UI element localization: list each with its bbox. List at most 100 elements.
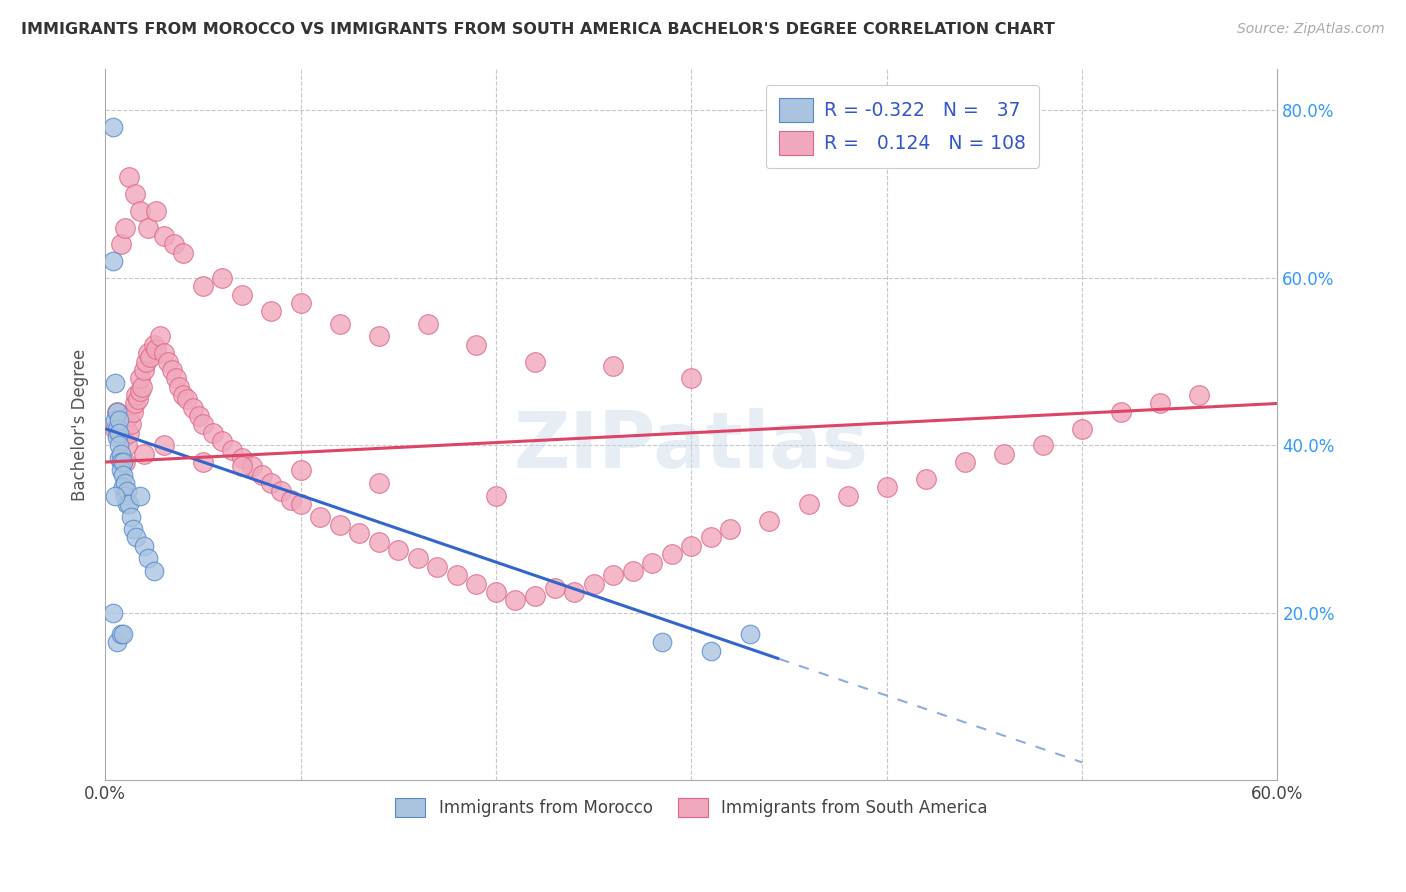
Point (108, 413, 131, 427)
Text: Source: ZipAtlas.com: Source: ZipAtlas.com (1237, 22, 1385, 37)
Point (651, 635, 673, 649)
Point (136, 551, 159, 566)
Point (134, 363, 156, 377)
Point (114, 417, 136, 432)
Text: ZIPatlas: ZIPatlas (513, 408, 869, 483)
Point (221, 442, 243, 457)
Point (101, 254, 124, 268)
Legend: Immigrants from Morocco, Immigrants from South America: Immigrants from Morocco, Immigrants from… (387, 789, 995, 825)
Point (129, 384, 152, 398)
Point (367, 329, 389, 343)
Point (524, 354, 547, 368)
Point (718, 522, 741, 536)
Point (367, 534, 389, 549)
Point (953, 455, 976, 469)
Point (758, 514, 780, 528)
Point (446, 568, 468, 582)
Point (211, 271, 233, 285)
Point (110, 237, 132, 252)
Point (104, 413, 127, 427)
Point (290, 497, 312, 511)
Point (125, 531, 148, 545)
Point (172, 388, 194, 402)
Point (329, 317, 352, 331)
Point (118, 170, 141, 185)
Point (111, 455, 134, 469)
Point (111, 430, 134, 444)
Point (110, 447, 132, 461)
Point (143, 564, 166, 578)
Point (641, 556, 664, 570)
Point (191, 455, 214, 469)
Point (105, 405, 128, 419)
Point (700, 643, 723, 657)
Point (837, 489, 859, 503)
Point (101, 606, 124, 620)
Point (700, 531, 723, 545)
Point (201, 425, 224, 440)
Point (129, 371, 152, 385)
Point (136, 346, 159, 360)
Point (118, 409, 141, 423)
Point (115, 438, 138, 452)
Point (153, 438, 176, 452)
Point (524, 589, 547, 603)
Point (993, 447, 1015, 461)
Point (260, 304, 283, 318)
Point (110, 626, 132, 640)
Point (105, 405, 128, 419)
Point (1188, 388, 1211, 402)
Point (387, 543, 409, 558)
Point (602, 359, 624, 373)
Point (270, 484, 292, 499)
Point (231, 287, 253, 301)
Y-axis label: Bachelor's Degree: Bachelor's Degree (72, 348, 89, 500)
Point (621, 564, 644, 578)
Point (105, 430, 128, 444)
Point (191, 279, 214, 293)
Point (162, 237, 184, 252)
Point (114, 455, 136, 469)
Point (176, 392, 198, 407)
Point (129, 203, 152, 218)
Point (145, 342, 167, 356)
Point (111, 467, 134, 482)
Point (1109, 405, 1132, 419)
Point (485, 585, 508, 599)
Point (188, 409, 211, 423)
Point (108, 425, 131, 440)
Point (250, 467, 273, 482)
Point (110, 413, 132, 427)
Point (661, 547, 683, 561)
Point (134, 447, 156, 461)
Point (426, 559, 449, 574)
Point (240, 459, 263, 474)
Point (738, 626, 761, 640)
Text: IMMIGRANTS FROM MOROCCO VS IMMIGRANTS FROM SOUTH AMERICA BACHELOR'S DEGREE CORRE: IMMIGRANTS FROM MOROCCO VS IMMIGRANTS FR… (21, 22, 1054, 37)
Point (406, 551, 429, 566)
Point (105, 635, 128, 649)
Point (309, 509, 332, 524)
Point (211, 434, 233, 449)
Point (104, 421, 127, 435)
Point (129, 489, 152, 503)
Point (104, 489, 127, 503)
Point (914, 472, 936, 486)
Point (149, 329, 172, 343)
Point (156, 354, 179, 368)
Point (797, 497, 820, 511)
Point (134, 539, 156, 553)
Point (127, 392, 149, 407)
Point (121, 522, 143, 536)
Point (108, 425, 131, 440)
Point (181, 401, 204, 415)
Point (1032, 438, 1054, 452)
Point (121, 405, 143, 419)
Point (681, 371, 703, 385)
Point (111, 626, 134, 640)
Point (124, 187, 146, 202)
Point (115, 497, 138, 511)
Point (191, 417, 214, 432)
Point (139, 351, 162, 365)
Point (367, 476, 389, 491)
